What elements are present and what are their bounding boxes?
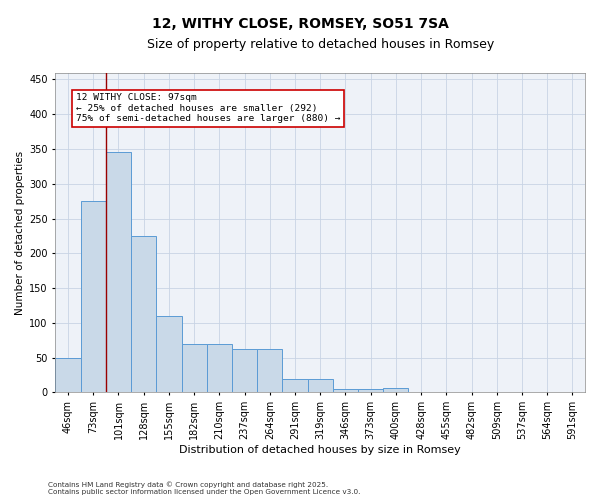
Text: 12 WITHY CLOSE: 97sqm
← 25% of detached houses are smaller (292)
75% of semi-det: 12 WITHY CLOSE: 97sqm ← 25% of detached … (76, 94, 340, 123)
Bar (157, 316, 182, 392)
Y-axis label: Number of detached properties: Number of detached properties (15, 150, 25, 314)
Bar (232, 350, 257, 393)
Bar (106, 152, 131, 392)
Bar (55, 358, 80, 392)
Bar (80, 201, 106, 392)
Bar (383, 388, 409, 392)
X-axis label: Distribution of detached houses by size in Romsey: Distribution of detached houses by size … (179, 445, 461, 455)
Bar (182, 344, 207, 392)
Bar (131, 236, 157, 392)
Bar (207, 344, 232, 392)
Bar (308, 378, 333, 392)
Text: Contains HM Land Registry data © Crown copyright and database right 2025.
Contai: Contains HM Land Registry data © Crown c… (48, 482, 361, 495)
Bar (333, 389, 358, 392)
Bar (257, 350, 283, 393)
Bar (358, 389, 383, 392)
Text: 12, WITHY CLOSE, ROMSEY, SO51 7SA: 12, WITHY CLOSE, ROMSEY, SO51 7SA (152, 18, 448, 32)
Bar (283, 378, 308, 392)
Title: Size of property relative to detached houses in Romsey: Size of property relative to detached ho… (146, 38, 494, 51)
